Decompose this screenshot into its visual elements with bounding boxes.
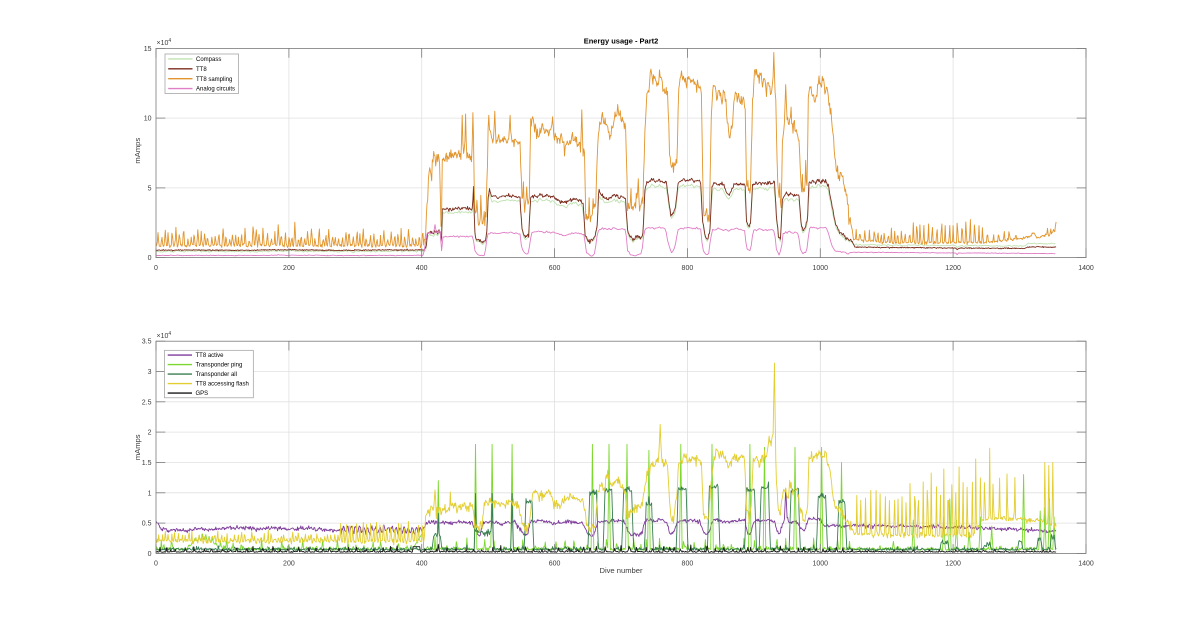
svg-text:1400: 1400 [1078, 561, 1094, 568]
svg-text:3.5: 3.5 [142, 339, 152, 346]
svg-text:Transponder ping: Transponder ping [196, 363, 243, 369]
svg-text:3: 3 [148, 369, 152, 376]
svg-text:800: 800 [682, 265, 694, 272]
svg-text:mAmps: mAmps [133, 434, 142, 460]
svg-text:0.5: 0.5 [142, 521, 152, 528]
svg-text:0: 0 [148, 255, 152, 262]
svg-text:TT8 accessing flash: TT8 accessing flash [196, 382, 249, 388]
svg-text:Transponder all: Transponder all [196, 372, 237, 378]
svg-text:1000: 1000 [813, 561, 829, 568]
svg-text:2: 2 [148, 430, 152, 437]
svg-text:1200: 1200 [945, 561, 961, 568]
svg-text:5: 5 [148, 185, 152, 192]
svg-text:10: 10 [144, 116, 152, 123]
svg-text:1200: 1200 [945, 265, 961, 272]
svg-text:Energy usage - Part2: Energy usage - Part2 [584, 36, 659, 45]
svg-text:600: 600 [549, 265, 561, 272]
svg-text:1000: 1000 [813, 265, 829, 272]
svg-text:TT8 active: TT8 active [196, 353, 225, 359]
svg-text:0: 0 [154, 561, 158, 568]
svg-text:600: 600 [549, 561, 561, 568]
svg-text:200: 200 [283, 561, 295, 568]
svg-text:×104: ×104 [157, 331, 172, 340]
svg-text:Compass: Compass [196, 57, 221, 63]
svg-text:×104: ×104 [157, 38, 172, 47]
svg-text:Analog circuits: Analog circuits [196, 87, 235, 93]
svg-text:15: 15 [144, 46, 152, 53]
svg-text:0: 0 [148, 551, 152, 558]
svg-text:200: 200 [283, 265, 295, 272]
svg-text:TT8 sampling: TT8 sampling [196, 77, 232, 83]
svg-text:1400: 1400 [1078, 265, 1094, 272]
svg-text:1.5: 1.5 [142, 460, 152, 467]
svg-text:GPS: GPS [196, 391, 209, 397]
svg-text:800: 800 [682, 561, 694, 568]
svg-text:Dive number: Dive number [599, 566, 643, 575]
svg-text:mAmps: mAmps [133, 138, 142, 164]
svg-text:1: 1 [148, 490, 152, 497]
svg-text:2.5: 2.5 [142, 399, 152, 406]
svg-text:TT8: TT8 [196, 67, 207, 73]
svg-text:400: 400 [416, 561, 428, 568]
svg-text:0: 0 [154, 265, 158, 272]
svg-text:400: 400 [416, 265, 428, 272]
